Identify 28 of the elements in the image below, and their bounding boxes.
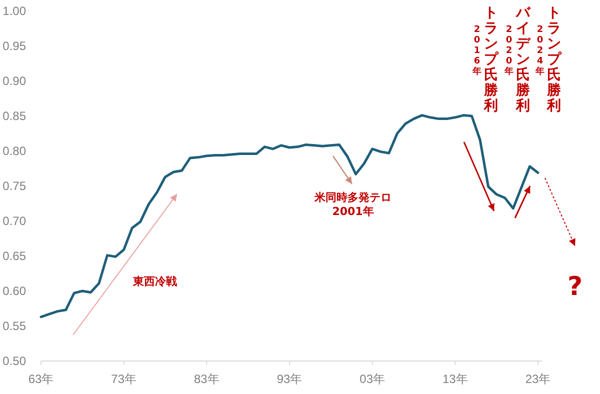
annotation: 2020年: [504, 25, 514, 77]
x-tick-label: 13年: [442, 372, 468, 386]
annotation: 2024年: [534, 25, 544, 77]
y-tick-label: 0.60: [2, 284, 26, 298]
x-tick-label: 03年: [360, 372, 386, 386]
annotation: 東西冷戦: [132, 275, 177, 288]
line-series: [40, 114, 540, 318]
y-tick-label: 0.80: [2, 144, 26, 158]
y-tick-label: 0.50: [2, 354, 26, 368]
y-tick-label: 0.75: [2, 179, 26, 193]
y-tick-label: 0.70: [2, 214, 26, 228]
annotation: バイデン氏勝利: [515, 5, 531, 114]
annotation: 2016年: [472, 25, 482, 77]
x-tick-label: 73年: [111, 372, 137, 386]
x-tick-label: 23年: [525, 372, 551, 386]
y-tick-label: 0.85: [2, 109, 26, 123]
text: トランプ氏勝利: [546, 5, 562, 114]
y-tick-label: 1.00: [2, 4, 26, 18]
x-tick-label: 63年: [28, 372, 54, 386]
annotation: トランプ氏勝利: [483, 5, 499, 114]
annotation: 米同時多発テロ 2001年: [314, 191, 392, 218]
x-tick-label: 93年: [276, 372, 302, 386]
x-tick-label: 83年: [194, 372, 220, 386]
y-tick-label: 0.90: [2, 74, 26, 88]
y-tick-label: 0.65: [2, 249, 26, 263]
y-tick-label: 0.55: [2, 319, 26, 333]
y-tick-label: 0.95: [2, 39, 26, 53]
text: ?: [567, 272, 583, 302]
